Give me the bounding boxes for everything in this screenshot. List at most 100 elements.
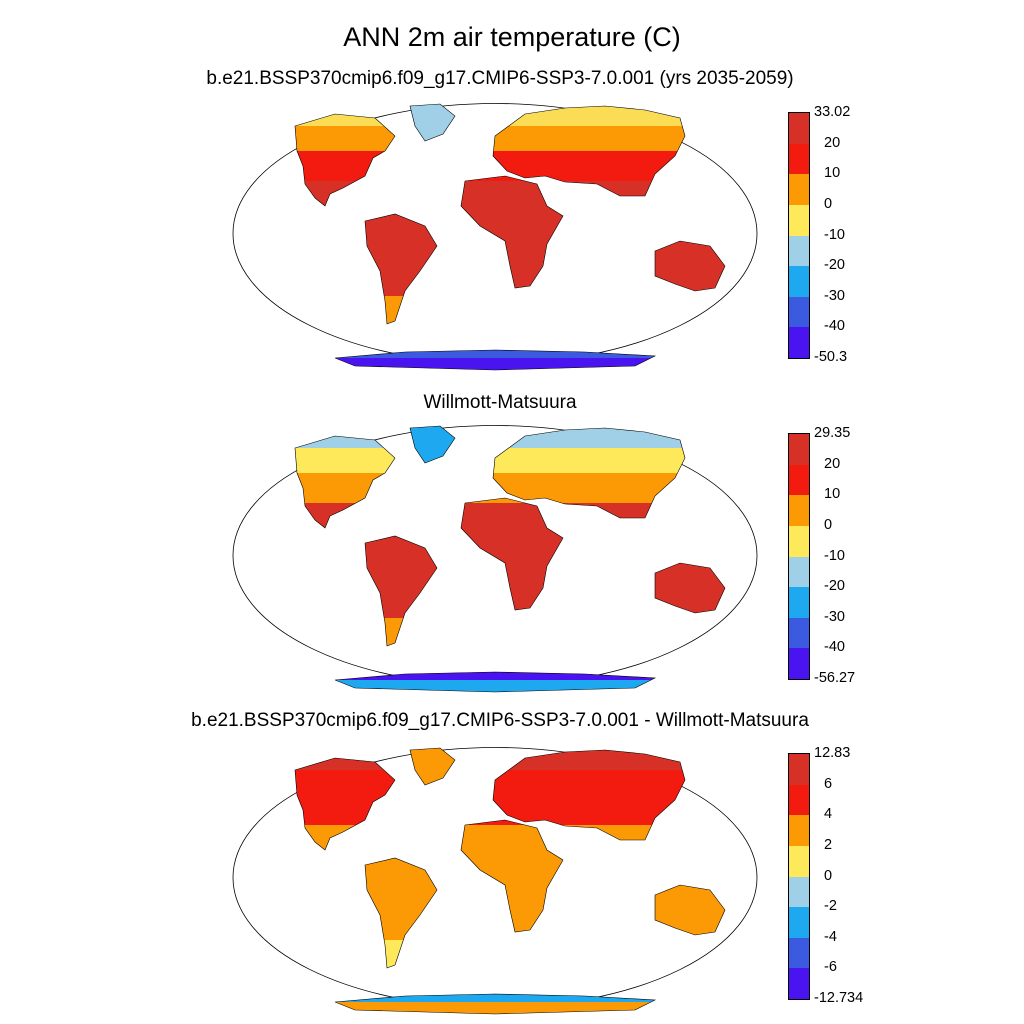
colorbar-tick-label: -10 — [824, 226, 845, 243]
colorbar-tick-label: -6 — [824, 959, 837, 976]
colorbar-tick-label: 4 — [824, 806, 833, 823]
temperature-band — [493, 473, 685, 503]
africa-landmass — [460, 819, 564, 933]
colorbar-tick-label: 33.02 — [814, 104, 851, 120]
colorbar-swatch — [789, 937, 809, 969]
colorbar-tick-label: -4 — [824, 928, 837, 945]
colorbar-swatch — [789, 907, 809, 938]
colorbar-tick-label: -20 — [824, 578, 845, 595]
colorbar-tick-label: 10 — [824, 165, 841, 182]
temperature-band — [493, 126, 685, 151]
australia-landmass — [654, 240, 726, 292]
colorbar-swatch — [789, 495, 809, 526]
colorbar-swatch — [789, 327, 809, 358]
colorbar-tick-label: -10 — [824, 547, 845, 564]
figure-title: ANN 2m air temperature (C) — [343, 22, 681, 52]
colorbar-swatch — [789, 235, 809, 267]
colorbar-tick-label: -12.734 — [814, 990, 864, 1006]
temperature-band — [335, 680, 655, 692]
panel-2-colorbar — [788, 433, 810, 680]
south-america-landmass — [364, 535, 438, 647]
temperature-band — [493, 448, 685, 473]
australia-landmass — [654, 562, 726, 614]
colorbar-swatch — [789, 464, 809, 496]
colorbar-tick-label: -30 — [824, 287, 845, 304]
greenland-landmass — [409, 103, 456, 142]
colorbar-swatch — [789, 845, 809, 877]
panel-1-map — [232, 103, 758, 371]
colorbar-tick-label: 6 — [824, 775, 833, 792]
colorbar-swatch — [789, 876, 809, 908]
colorbar-swatch — [789, 556, 809, 588]
temperature-band — [335, 350, 655, 358]
temperature-band — [295, 126, 395, 151]
colorbar-swatch — [789, 434, 809, 465]
colorbar-tick-label: 0 — [824, 195, 833, 212]
colorbar-swatch — [789, 587, 809, 618]
north-america-landmass — [294, 435, 396, 529]
colorbar-tick-label: 0 — [824, 867, 833, 884]
colorbar-swatch — [789, 204, 809, 236]
colorbar-tick-label: 29.35 — [814, 425, 851, 441]
south-america-landmass — [364, 213, 438, 325]
colorbar-swatch — [789, 815, 809, 846]
colorbar-tick-label: -50.3 — [814, 349, 848, 365]
colorbar-swatch — [789, 968, 809, 999]
panel-3-title: b.e21.BSSP370cmip6.f09_g17.CMIP6-SSP3-7.… — [191, 710, 809, 731]
temperature-band — [335, 994, 655, 1002]
temperature-band — [493, 770, 685, 795]
panel-3-colorbar — [788, 753, 810, 1000]
africa-landmass — [460, 497, 564, 611]
europe-asia-landmass — [492, 105, 686, 197]
colorbar-tick-label: -40 — [824, 639, 845, 656]
temperature-band — [461, 176, 563, 181]
north-america-landmass — [294, 757, 396, 851]
colorbar-swatch — [789, 754, 809, 785]
panel-3-map — [232, 747, 758, 1015]
colorbar-swatch — [789, 113, 809, 144]
temperature-band — [335, 358, 655, 370]
colorbar-tick-label: 2 — [824, 836, 833, 853]
panel-1-title: b.e21.BSSP370cmip6.f09_g17.CMIP6-SSP3-7.… — [206, 68, 794, 89]
colorbar-swatch — [789, 648, 809, 679]
colorbar-swatch — [789, 617, 809, 649]
australia-landmass — [654, 884, 726, 936]
colorbar-swatch — [789, 296, 809, 328]
colorbar-tick-label: -30 — [824, 608, 845, 625]
colorbar-tick-label: -2 — [824, 898, 837, 915]
temperature-band — [461, 498, 563, 503]
colorbar-swatch — [789, 143, 809, 175]
antarctica-landmass — [334, 349, 657, 371]
colorbar-tick-label: 12.83 — [814, 745, 851, 761]
colorbar-swatch — [789, 174, 809, 205]
africa-landmass — [460, 175, 564, 289]
colorbar-tick-label: 20 — [824, 455, 841, 472]
colorbar-tick-label: -56.27 — [814, 670, 856, 686]
temperature-band — [335, 1002, 655, 1014]
antarctica-landmass — [334, 671, 657, 693]
panel-1-colorbar — [788, 112, 810, 359]
temperature-band — [295, 770, 395, 795]
colorbar-tick-label: 0 — [824, 516, 833, 533]
europe-asia-landmass — [492, 749, 686, 841]
panel-2-title: Willmott-Matsuura — [423, 392, 577, 413]
temperature-band — [461, 820, 563, 825]
greenland-landmass — [409, 747, 456, 786]
temperature-band — [295, 448, 395, 473]
colorbar-swatch — [789, 784, 809, 816]
greenland-landmass — [409, 425, 456, 464]
colorbar-tick-label: -40 — [824, 318, 845, 335]
south-america-landmass — [364, 857, 438, 969]
temperature-band — [493, 151, 685, 181]
colorbar-swatch — [789, 525, 809, 557]
north-america-landmass — [294, 113, 396, 207]
panel-2-map — [232, 425, 758, 693]
colorbar-tick-label: -20 — [824, 257, 845, 274]
colorbar-swatch — [789, 266, 809, 297]
temperature-band — [335, 672, 655, 680]
europe-asia-landmass — [492, 427, 686, 519]
colorbar-tick-label: 10 — [824, 486, 841, 503]
temperature-band — [493, 795, 685, 825]
antarctica-landmass — [334, 993, 657, 1015]
colorbar-tick-label: 20 — [824, 134, 841, 151]
